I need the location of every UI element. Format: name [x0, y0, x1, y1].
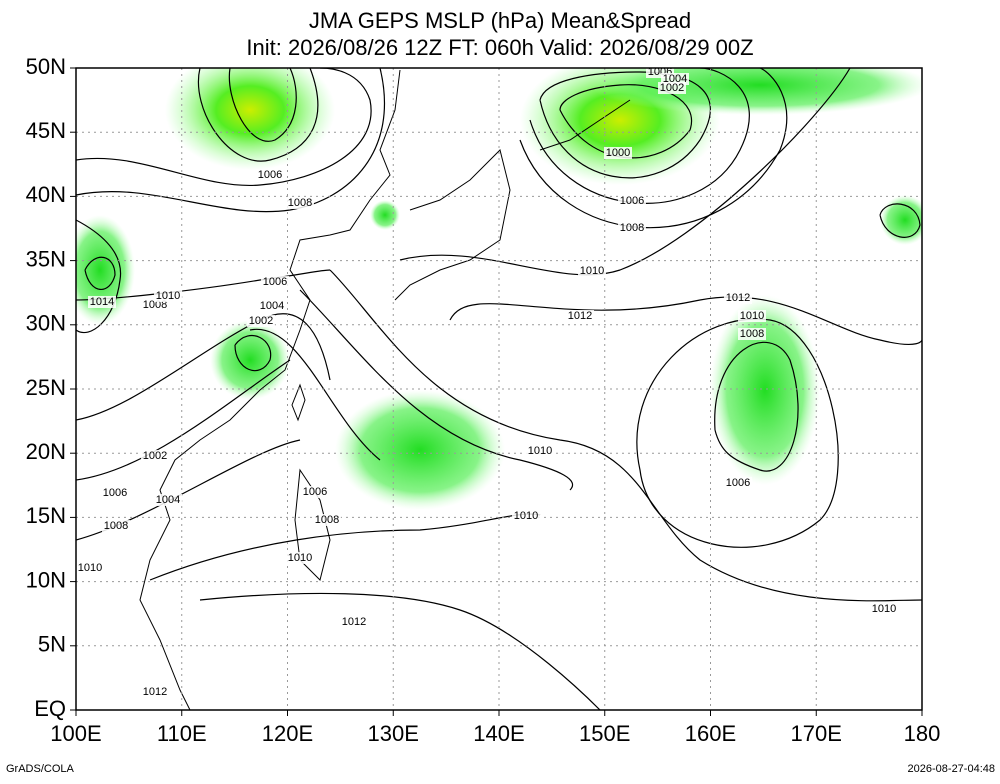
contour-label-bg — [286, 552, 314, 564]
x-tick-label: 170E — [791, 721, 842, 746]
contour-label-bg — [526, 445, 554, 457]
contour-label: 1000 — [606, 147, 630, 159]
grid — [76, 68, 922, 710]
contour-label: 1008 — [740, 328, 764, 340]
contour-label-bg — [154, 494, 182, 506]
y-tick-label: 50N — [26, 54, 66, 79]
contour-label: 1014 — [90, 296, 114, 308]
contour-label-bg — [313, 514, 341, 526]
y-tick-label: 10N — [26, 567, 66, 592]
contour-label: 1002 — [660, 82, 684, 94]
contour-label-bg — [301, 486, 329, 498]
subtitle: Init: 2026/08/26 12Z FT: 060h Valid: 202… — [246, 35, 753, 60]
contour-label: 1010 — [872, 603, 896, 615]
contour-label: 1006 — [258, 169, 282, 181]
contour-label: 1006 — [620, 195, 644, 207]
contour-label: 1008 — [104, 520, 128, 532]
footer-right: 2026-08-27-04:48 — [908, 763, 995, 775]
contour-label-bg — [738, 310, 766, 322]
y-tick-label: 40N — [26, 182, 66, 207]
contour-label-bg — [658, 82, 686, 94]
y-tick-label: 20N — [26, 439, 66, 464]
contour-label: 1004 — [156, 494, 180, 506]
contour-label-bg — [646, 68, 674, 78]
contour-label-bg — [618, 222, 646, 234]
contour-label: 1006 — [303, 486, 327, 498]
y-tick-label: 35N — [26, 246, 66, 271]
contour-label-bg — [247, 315, 275, 327]
contour-label-bg — [724, 292, 752, 304]
contour-label-bg — [286, 197, 314, 209]
y-tick-label: 45N — [26, 118, 66, 143]
contour-label-bg — [870, 603, 898, 615]
y-tick-label: 30N — [26, 311, 66, 336]
contour-label-bg — [261, 276, 289, 288]
x-tick-label: 180 — [904, 721, 941, 746]
contour-label: 1012 — [726, 292, 750, 304]
contour-label: 1006 — [726, 477, 750, 489]
contour-label-bg — [154, 290, 182, 302]
plot-area: 1006100810061004100210001006100810101012… — [76, 66, 922, 710]
footer-left: GrADS/COLA — [6, 763, 75, 775]
y-tick-label: 5N — [38, 632, 66, 657]
contour-label: 1008 — [288, 197, 312, 209]
x-tick-label: 160E — [685, 721, 736, 746]
contour-label: 1004 — [260, 300, 284, 312]
contour-label-bg — [512, 510, 540, 522]
contour-label: 1010 — [288, 552, 312, 564]
contour-label-bg — [88, 296, 116, 308]
x-tick-label: 100E — [50, 721, 101, 746]
axes: 100E 110E 120E 130E 140E 150E 160E 170E 180 EQ 5N 1… — [26, 54, 941, 746]
contour-label: 1006 — [648, 66, 672, 78]
y-tick-label: 25N — [26, 375, 66, 400]
contour-label-bg — [738, 328, 766, 340]
contour-label-bg — [578, 265, 606, 277]
x-tick-label: 110E — [157, 721, 207, 746]
coastlines — [139, 69, 631, 710]
x-tick-label: 120E — [262, 721, 313, 746]
contour-label-bg — [724, 477, 752, 489]
contour-label-bg — [566, 310, 594, 322]
y-tick-label: EQ — [34, 696, 66, 721]
contour-label: 1012 — [342, 616, 366, 628]
contour-label-bg — [101, 487, 129, 499]
contour-label: 1012 — [568, 310, 592, 322]
contour-label-bg — [258, 300, 286, 312]
y-tick-label: 15N — [26, 503, 66, 528]
x-tick-label: 150E — [579, 721, 630, 746]
contour-label: 1012 — [143, 686, 167, 698]
spread-shading — [76, 68, 922, 510]
contour-label-bg — [141, 686, 169, 698]
contour-label: 1006 — [263, 276, 287, 288]
contour-label-bg — [340, 616, 368, 628]
x-tick-label: 140E — [473, 721, 524, 746]
contour-label: 1010 — [78, 562, 102, 574]
contour-label: 1010 — [514, 510, 538, 522]
contour-label: 1008 — [315, 514, 339, 526]
contour-label-bg — [141, 450, 169, 462]
contour-label-bg — [256, 169, 284, 181]
x-tick-label: 130E — [368, 721, 419, 746]
contour-label-bg — [76, 562, 104, 574]
contour-label: 1010 — [156, 290, 180, 302]
contour-label: 1006 — [103, 487, 127, 499]
contour-label: 1010 — [740, 310, 764, 322]
contour-label-bg — [618, 195, 646, 207]
contour-label: 1004 — [663, 73, 687, 85]
contour-label-bg — [604, 147, 632, 159]
title: JMA GEPS MSLP (hPa) Mean&Spread — [309, 8, 691, 33]
contour-label: 1002 — [143, 450, 167, 462]
contour-labels: 1006100810061004100210001006100810101012… — [76, 66, 898, 698]
contour-label: 1010 — [528, 445, 552, 457]
contour-label: 1010 — [580, 265, 604, 277]
contour-label: 1002 — [249, 315, 273, 327]
contour-label-bg — [102, 520, 130, 532]
contour-label: 1008 — [620, 222, 644, 234]
